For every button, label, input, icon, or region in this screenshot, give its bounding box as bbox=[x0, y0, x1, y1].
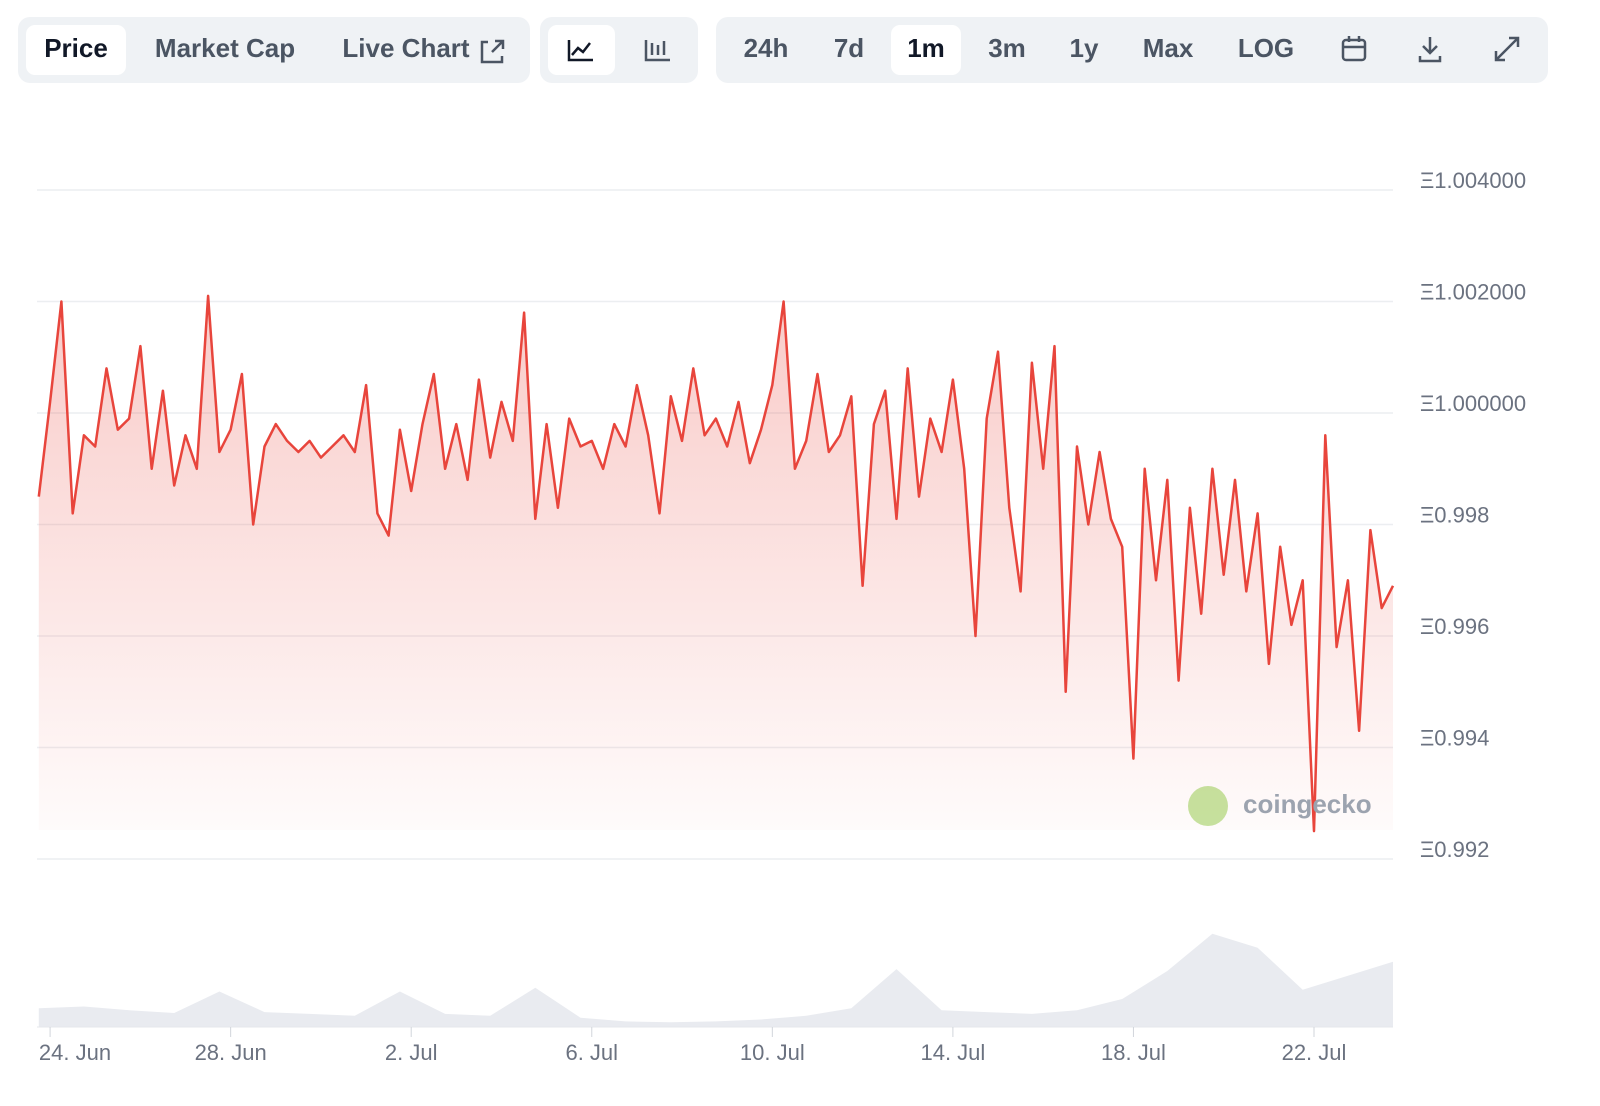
price-area bbox=[38, 295, 1393, 832]
active-range[interactable] bbox=[891, 25, 961, 75]
watermark-text: coingecko bbox=[1243, 789, 1372, 819]
volume-area bbox=[38, 933, 1393, 1027]
external-icon bbox=[480, 39, 505, 64]
download-icon[interactable] bbox=[1418, 37, 1442, 63]
tab[interactable]: Price bbox=[44, 33, 108, 63]
y-tick-label: Ξ0.994 bbox=[1420, 725, 1489, 750]
plot: Ξ0.992 Ξ0.994 Ξ0.996 Ξ0.998 Ξ1.000000 Ξ1.0020… bbox=[37, 168, 1526, 1065]
range[interactable]: 3m bbox=[988, 33, 1026, 63]
y-tick-label: Ξ1.002000 bbox=[1420, 279, 1526, 304]
range[interactable]: Max bbox=[1143, 33, 1194, 63]
line-icon bbox=[567, 40, 593, 62]
calendar-icon[interactable] bbox=[1341, 36, 1367, 62]
logo bbox=[1188, 786, 1228, 826]
y-tick-label: Ξ1.000000 bbox=[1420, 391, 1526, 416]
x-tick-label: 18. Jul bbox=[1101, 1040, 1166, 1065]
candle-icon[interactable] bbox=[644, 40, 670, 62]
tab[interactable]: Live Chart bbox=[342, 33, 469, 63]
log-toggle[interactable]: LOG bbox=[1238, 33, 1294, 63]
fullscreen-icon[interactable] bbox=[1494, 36, 1520, 62]
y-tick-label: Ξ0.992 bbox=[1420, 837, 1489, 862]
x-tick-label: 24. Jun bbox=[39, 1040, 111, 1065]
y-tick-label: Ξ1.004000 bbox=[1420, 168, 1526, 193]
range[interactable]: 1m bbox=[907, 33, 945, 63]
tab[interactable]: Market Cap bbox=[155, 33, 295, 63]
y-tick-label: Ξ0.998 bbox=[1420, 502, 1489, 527]
x-tick-label: 22. Jul bbox=[1282, 1040, 1347, 1065]
x-tick-label: 28. Jun bbox=[195, 1040, 267, 1065]
watermark: coingecko bbox=[1188, 786, 1372, 826]
x-tick-label: 2. Jul bbox=[385, 1040, 438, 1065]
price-line bbox=[37, 294, 1395, 833]
range[interactable]: 24h bbox=[744, 33, 789, 63]
active-tab[interactable] bbox=[26, 25, 126, 75]
x-tick-label: 10. Jul bbox=[740, 1040, 805, 1065]
toolbar: Price Market Cap Live Chart 24h 7d 1m 3m… bbox=[18, 17, 1548, 83]
tab-group bbox=[18, 17, 530, 83]
range[interactable]: 7d bbox=[834, 33, 864, 63]
y-tick-label: Ξ0.996 bbox=[1420, 614, 1489, 639]
range[interactable]: 1y bbox=[1070, 33, 1099, 63]
x-tick-label: 14. Jul bbox=[920, 1040, 985, 1065]
x-tick-label: 6. Jul bbox=[565, 1040, 618, 1065]
